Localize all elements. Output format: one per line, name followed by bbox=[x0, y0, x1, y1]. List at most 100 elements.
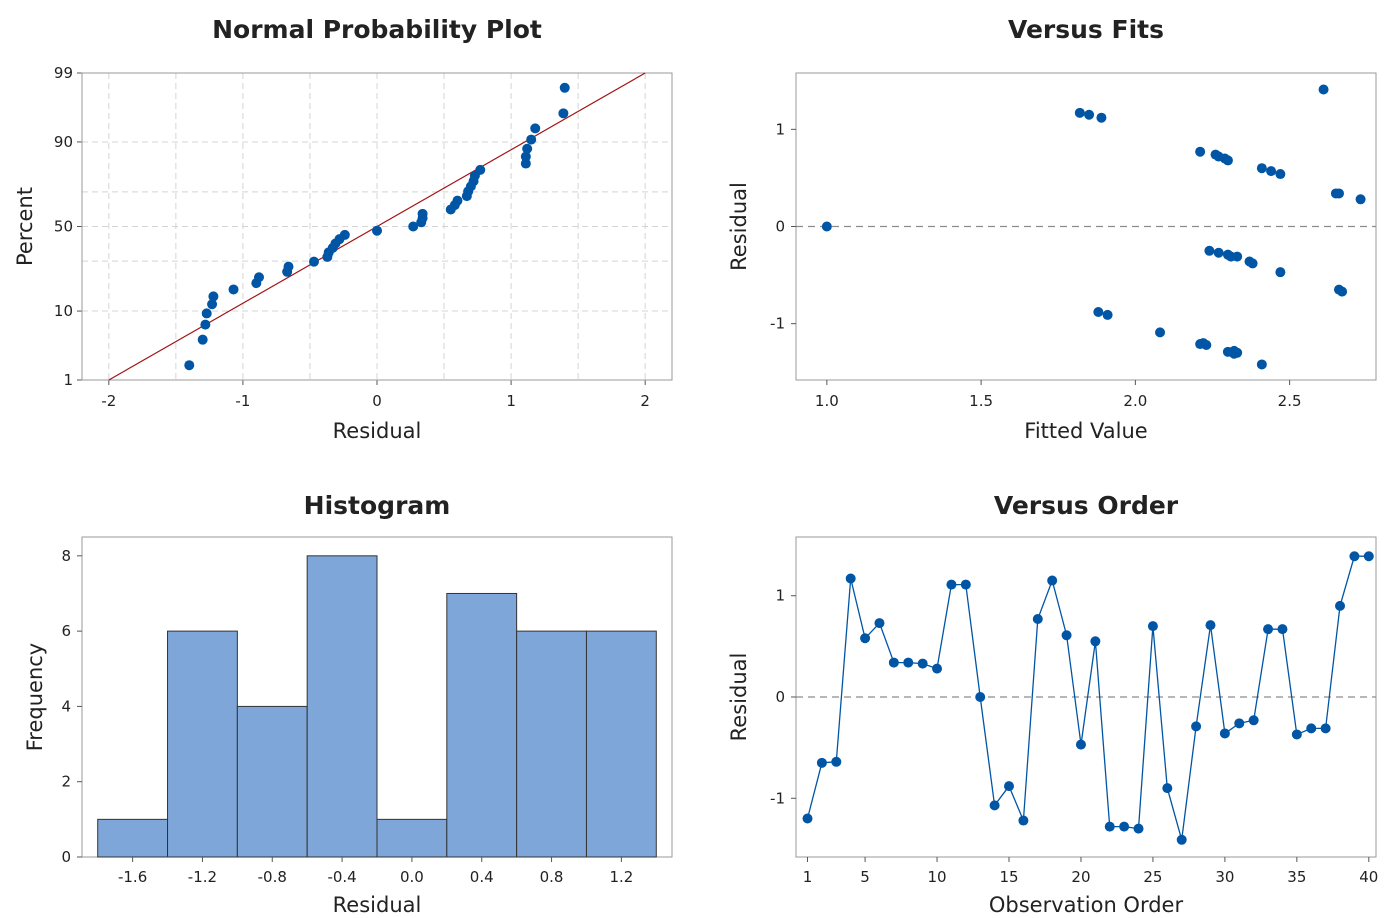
order-data-point bbox=[989, 800, 1000, 811]
hist-y-axis-label: Frequency bbox=[23, 643, 47, 752]
fits-data-point bbox=[821, 221, 832, 232]
order-data-point bbox=[1176, 834, 1187, 845]
npp-y-tick-label: 99 bbox=[54, 64, 73, 82]
fits-data-point bbox=[1256, 163, 1267, 174]
fits-data-point bbox=[1213, 247, 1224, 258]
fits-title: Versus Fits bbox=[1008, 15, 1164, 44]
hist-bar bbox=[516, 630, 587, 858]
order-data-point bbox=[946, 579, 957, 590]
hist-x-tick-label: -1.6 bbox=[118, 868, 147, 886]
fits-x-tick-label: 2.0 bbox=[1123, 392, 1147, 410]
order-data-point bbox=[1277, 624, 1288, 635]
fits-data-point bbox=[1096, 112, 1107, 123]
hist-x-tick-label: -0.4 bbox=[327, 868, 356, 886]
order-data-point bbox=[802, 813, 813, 824]
order-data-point bbox=[845, 573, 856, 584]
order-x-tick-label: 40 bbox=[1359, 868, 1378, 886]
npp-data-point bbox=[520, 151, 531, 162]
order-x-tick-label: 5 bbox=[860, 868, 870, 886]
fits-data-point bbox=[1229, 348, 1240, 359]
order-x-tick-label: 35 bbox=[1287, 868, 1306, 886]
npp-x-tick-label: 1 bbox=[506, 392, 516, 410]
order-data-point bbox=[1047, 575, 1058, 586]
order-data-point bbox=[1119, 821, 1130, 832]
npp-data-point bbox=[197, 334, 208, 345]
hist-bar bbox=[585, 630, 657, 858]
npp-y-tick-label: 10 bbox=[54, 302, 73, 320]
npp-data-point bbox=[530, 123, 541, 134]
npp-data-point bbox=[452, 195, 463, 206]
fits-data-point bbox=[1247, 258, 1258, 269]
fits-x-tick-label: 1.5 bbox=[969, 392, 993, 410]
npp-data-point bbox=[283, 261, 294, 272]
npp-data-point bbox=[207, 299, 218, 310]
hist-y-tick-label: 8 bbox=[61, 547, 71, 565]
fits-data-point bbox=[1195, 146, 1206, 157]
order-x-tick-label: 1 bbox=[803, 868, 813, 886]
hist-title: Histogram bbox=[304, 491, 451, 520]
order-data-point bbox=[1032, 614, 1043, 625]
order-y-tick-label: -1 bbox=[770, 789, 785, 807]
fits-data-point bbox=[1204, 245, 1215, 256]
fits-x-tick-label: 1.0 bbox=[815, 392, 839, 410]
fits-data-point bbox=[1355, 194, 1366, 205]
order-data-point bbox=[831, 756, 842, 767]
hist-x-tick-label: 0.0 bbox=[400, 868, 424, 886]
fits-data-point bbox=[1337, 286, 1348, 297]
fits-data-point bbox=[1318, 84, 1329, 95]
order-x-axis-label: Observation Order bbox=[989, 893, 1184, 917]
order-x-tick-label: 30 bbox=[1215, 868, 1234, 886]
order-data-point bbox=[1075, 739, 1086, 750]
npp-data-point bbox=[408, 221, 419, 232]
npp-plot-frame bbox=[81, 72, 673, 381]
npp-data-point bbox=[228, 284, 239, 295]
npp-data-point bbox=[372, 225, 382, 236]
npp-data-point bbox=[339, 229, 350, 240]
fits-data-point bbox=[1093, 306, 1104, 317]
order-data-point bbox=[1363, 551, 1374, 562]
fits-y-tick-label: 0 bbox=[775, 218, 785, 236]
order-data-point bbox=[874, 618, 885, 629]
npp-x-tick-label: -2 bbox=[101, 392, 116, 410]
order-data-point bbox=[888, 657, 899, 668]
order-data-point bbox=[1248, 715, 1259, 726]
hist-x-tick-label: -0.8 bbox=[258, 868, 287, 886]
hist-y-tick-label: 0 bbox=[61, 848, 71, 866]
npp-data-point bbox=[526, 134, 537, 145]
npp-data-point bbox=[208, 291, 219, 302]
order-y-axis-label: Residual bbox=[727, 653, 751, 742]
order-data-point bbox=[816, 757, 827, 768]
hist-bar bbox=[167, 630, 238, 858]
npp-x-axis-label: Residual bbox=[333, 419, 422, 443]
npp-data-point bbox=[184, 360, 195, 371]
order-data-point bbox=[1191, 721, 1202, 732]
order-data-point bbox=[1320, 723, 1331, 734]
order-data-point bbox=[1306, 723, 1317, 734]
hist-bar bbox=[376, 818, 448, 858]
order-data-point bbox=[960, 579, 971, 590]
fits-data-point bbox=[1084, 109, 1095, 120]
npp-data-point bbox=[559, 82, 570, 93]
fits-data-point bbox=[1155, 327, 1166, 338]
order-data-point bbox=[1162, 783, 1173, 794]
order-x-tick-label: 20 bbox=[1071, 868, 1090, 886]
npp-title: Normal Probability Plot bbox=[212, 15, 542, 44]
hist-bar bbox=[446, 592, 518, 858]
hist-x-tick-label: 0.8 bbox=[540, 868, 564, 886]
hist-x-tick-label: -1.2 bbox=[188, 868, 217, 886]
order-data-point bbox=[1349, 551, 1360, 562]
npp-data-point bbox=[254, 272, 264, 283]
fits-data-point bbox=[1074, 107, 1085, 118]
order-data-point bbox=[1219, 728, 1230, 739]
fits-data-point bbox=[1333, 188, 1344, 199]
npp-y-tick-label: 1 bbox=[63, 371, 73, 389]
order-data-point bbox=[917, 658, 928, 669]
order-data-point bbox=[1018, 815, 1029, 826]
order-data-point bbox=[1090, 636, 1101, 647]
order-y-tick-label: 0 bbox=[775, 688, 785, 706]
hist-y-tick-label: 2 bbox=[61, 773, 71, 791]
fits-x-axis-label: Fitted Value bbox=[1024, 419, 1147, 443]
hist-bar bbox=[236, 705, 308, 858]
fits-data-point bbox=[1222, 155, 1233, 166]
